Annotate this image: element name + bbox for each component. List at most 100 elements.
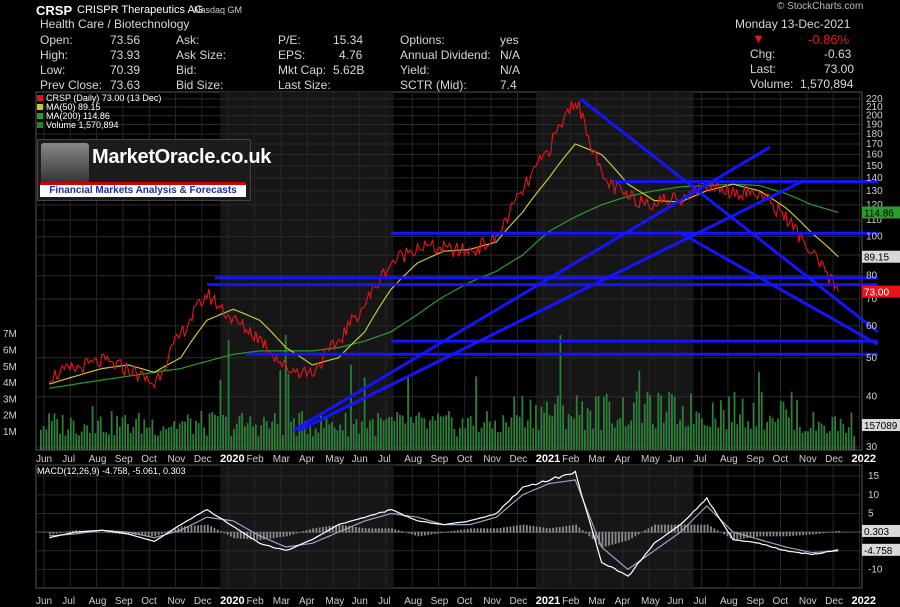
volume-bar xyxy=(671,394,673,450)
histogram-bar xyxy=(825,532,827,533)
histogram-bar xyxy=(417,532,420,537)
volume-bar xyxy=(336,430,339,450)
volume-bar xyxy=(110,411,113,450)
volume-bar xyxy=(396,412,399,450)
volume-bar xyxy=(467,417,469,450)
histogram-bar xyxy=(295,532,298,534)
month-tick-label: May xyxy=(325,454,344,465)
volume-bar xyxy=(801,432,804,450)
histogram-bar xyxy=(598,532,601,545)
volume-bar xyxy=(132,426,135,450)
histogram-bar xyxy=(785,532,788,537)
volume-bar xyxy=(371,418,374,450)
ask-label: Ask: xyxy=(176,33,200,47)
volume-bar xyxy=(116,416,118,450)
uptrend-line-1 xyxy=(293,145,771,432)
histogram-bar xyxy=(111,532,114,534)
chg-label: Chg: xyxy=(750,47,776,61)
histogram-bar xyxy=(575,524,578,533)
volume-bar xyxy=(458,427,461,450)
volume-bar xyxy=(567,414,570,450)
volume-bar xyxy=(282,435,284,450)
histogram-bar xyxy=(509,526,512,533)
volume-bar xyxy=(654,428,657,450)
macd-signal-badge-bg xyxy=(862,524,900,537)
price-tick-label: 190 xyxy=(866,120,883,131)
histogram-bar xyxy=(243,532,245,539)
volume-bar xyxy=(124,415,127,450)
month-tick-label: Dec xyxy=(194,454,212,465)
ma200-legend-swatch xyxy=(37,113,43,119)
histogram-bar xyxy=(164,532,167,533)
histogram-bar xyxy=(831,531,834,533)
macd-month-tick-label: Jun xyxy=(667,596,683,607)
eps-value: 4.76 xyxy=(339,48,363,62)
macd-month-tick-label: Nov xyxy=(168,596,186,607)
ma50-badge-bg xyxy=(862,250,900,263)
histogram-bar xyxy=(377,528,380,533)
month-tick-label: Apr xyxy=(299,454,315,465)
volume-bar xyxy=(741,398,744,450)
histogram-bar xyxy=(733,532,735,541)
macd-tick-label: -10 xyxy=(868,564,883,575)
histogram-bar xyxy=(433,532,436,534)
histogram-bar xyxy=(400,531,403,533)
prev-close-label: Prev Close: xyxy=(40,78,103,92)
histogram-bar xyxy=(279,532,282,538)
volume-bar xyxy=(170,426,173,450)
histogram-bar xyxy=(95,531,97,533)
last-value: 73.00 xyxy=(824,62,855,76)
histogram-bar xyxy=(782,532,785,537)
histogram-bar xyxy=(802,532,804,536)
histogram-bar xyxy=(404,532,407,533)
histogram-bar xyxy=(726,532,729,537)
volume-bar xyxy=(235,423,238,450)
volume-bar xyxy=(325,417,328,450)
volume-bar xyxy=(80,431,83,450)
histogram-bar xyxy=(548,528,551,533)
histogram-bar xyxy=(197,525,199,533)
month-tick-label: Sep xyxy=(746,454,764,465)
volume-bar xyxy=(730,421,733,450)
histogram-bar xyxy=(308,529,311,533)
histogram-bar xyxy=(512,526,515,533)
macd-month-tick-label: Jun xyxy=(36,596,52,607)
histogram-bar xyxy=(703,524,706,533)
month-tick-label: Nov xyxy=(483,454,501,465)
volume-bar xyxy=(692,423,695,450)
histogram-bar xyxy=(397,530,400,533)
volume-bar xyxy=(216,416,219,450)
high-value: 73.93 xyxy=(110,48,141,62)
price-tick-label: 180 xyxy=(866,129,883,140)
volume-bar xyxy=(684,426,687,450)
last-label: Last: xyxy=(750,62,777,76)
volume-bar xyxy=(140,433,143,450)
volume-bar xyxy=(845,432,847,450)
volume-bar xyxy=(752,402,755,450)
histogram-bar xyxy=(746,532,749,539)
histogram-bar xyxy=(779,532,781,537)
low-label: Low: xyxy=(40,63,66,77)
histogram-bar xyxy=(493,528,495,533)
histogram-bar xyxy=(752,532,755,538)
volume-bar xyxy=(265,421,268,450)
options-label: Options: xyxy=(400,33,445,47)
volume-bar xyxy=(700,418,703,450)
histogram-bar xyxy=(838,530,841,533)
histogram-bar xyxy=(581,530,584,533)
volume-bar xyxy=(401,415,404,450)
volume-bar xyxy=(197,423,200,450)
histogram-bar xyxy=(637,532,640,535)
market-oracle-logo: MarketOracle.co.uk Financial Markets Ana… xyxy=(37,139,271,201)
volume-bar xyxy=(257,436,260,450)
volume-bar xyxy=(823,425,826,450)
macd-month-tick-label: Sep xyxy=(431,596,449,607)
histogram-bar xyxy=(430,532,433,535)
histogram-bar xyxy=(68,531,71,533)
histogram-bar xyxy=(174,528,176,533)
histogram-bar xyxy=(151,532,153,537)
histogram-bar xyxy=(473,528,476,533)
volume-bar xyxy=(244,426,246,450)
volume-bar xyxy=(711,402,714,450)
histogram-bar xyxy=(253,532,255,540)
